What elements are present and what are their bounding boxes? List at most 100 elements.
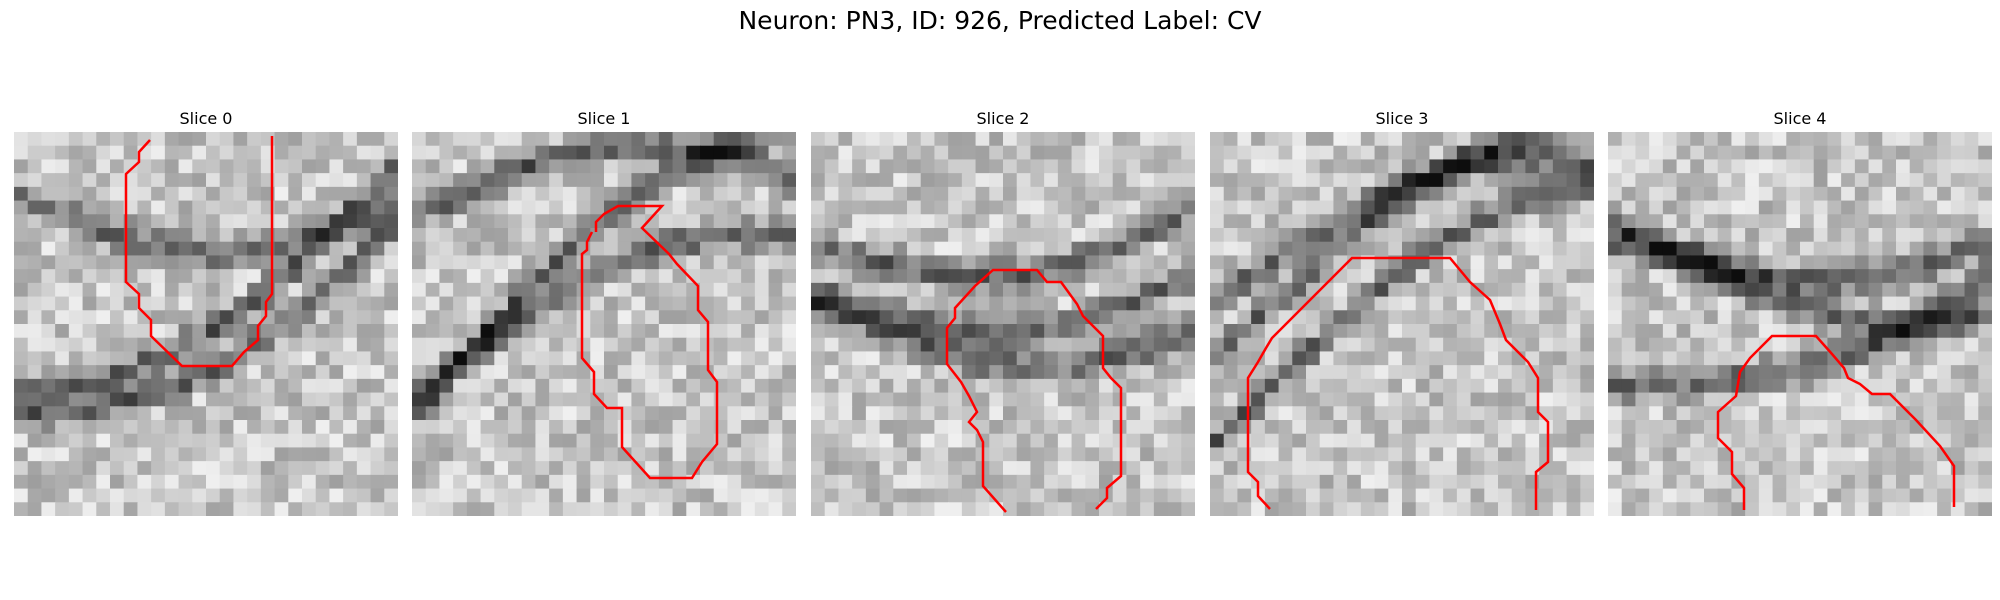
pixel-tile bbox=[562, 337, 578, 353]
pixel-tile bbox=[343, 255, 358, 270]
pixel-tile bbox=[233, 447, 248, 462]
pixel-tile bbox=[1662, 296, 1678, 311]
pixel-tile bbox=[1319, 406, 1335, 421]
pixel-tile bbox=[1333, 461, 1348, 476]
pixel-tile bbox=[1306, 324, 1321, 339]
pixel-tile bbox=[1621, 420, 1637, 435]
pixel-tile bbox=[1717, 337, 1733, 353]
pixel-tile bbox=[1649, 324, 1664, 339]
pixel-tile bbox=[329, 447, 344, 462]
pixel-tile bbox=[1649, 282, 1664, 298]
pixel-tile bbox=[852, 296, 867, 311]
pixel-tile bbox=[1525, 378, 1540, 394]
pixel-tile bbox=[1937, 228, 1952, 243]
pixel-tile bbox=[865, 214, 881, 229]
pixel-tile bbox=[1044, 433, 1059, 449]
pixel-tile bbox=[1112, 173, 1128, 188]
pixel-tile bbox=[1126, 337, 1141, 353]
pixel-tile bbox=[14, 502, 29, 516]
pixel-tile bbox=[1909, 241, 1925, 257]
pixel-tile bbox=[1443, 241, 1458, 257]
pixel-tile bbox=[1251, 186, 1266, 202]
slice-image-4 bbox=[1608, 132, 1992, 516]
pixel-tile bbox=[907, 488, 922, 503]
pixel-tile bbox=[466, 365, 482, 380]
pixel-tile bbox=[741, 406, 756, 421]
pixel-tile bbox=[137, 337, 152, 353]
pixel-tile bbox=[494, 378, 509, 394]
pixel-tile bbox=[961, 228, 977, 243]
pixel-tile bbox=[700, 145, 715, 161]
pixel-tile bbox=[1374, 461, 1389, 476]
pixel-tile bbox=[151, 351, 166, 366]
slice-panel-4: Slice 4 bbox=[1608, 106, 1992, 516]
pixel-tile bbox=[1786, 324, 1801, 339]
pixel-tile bbox=[1360, 186, 1376, 202]
pixel-tile bbox=[617, 488, 633, 503]
pixel-tile bbox=[1896, 324, 1911, 339]
pixel-tile bbox=[1649, 269, 1664, 284]
pixel-tile bbox=[741, 269, 756, 284]
pixel-tile bbox=[1566, 337, 1581, 353]
pixel-tile bbox=[989, 420, 1004, 435]
pixel-tile bbox=[1085, 132, 1100, 147]
pixel-tile bbox=[1868, 296, 1883, 311]
pixel-tile bbox=[768, 241, 783, 257]
pixel-tile bbox=[82, 296, 97, 311]
pixel-tile bbox=[713, 241, 729, 257]
pixel-tile bbox=[1731, 214, 1746, 229]
pixel-tile bbox=[1456, 186, 1472, 202]
pixel-tile bbox=[1854, 447, 1870, 462]
pixel-tile bbox=[535, 337, 550, 353]
pixel-tile bbox=[1676, 145, 1691, 161]
pixel-tile bbox=[1566, 132, 1581, 147]
pixel-tile bbox=[811, 392, 826, 407]
pixel-tile bbox=[907, 255, 922, 270]
pixel-tile bbox=[1608, 228, 1623, 243]
pixel-tile bbox=[727, 186, 742, 202]
pixel-tile bbox=[811, 502, 826, 516]
pixel-tile bbox=[549, 474, 564, 490]
pixel-tile bbox=[1923, 365, 1938, 380]
pixel-tile bbox=[14, 186, 29, 202]
pixel-tile bbox=[41, 420, 56, 435]
pixel-tile bbox=[41, 159, 56, 174]
pixel-tile bbox=[1704, 474, 1719, 490]
pixel-tile bbox=[1251, 228, 1266, 243]
pixel-tile bbox=[480, 296, 495, 311]
pixel-tile bbox=[1580, 241, 1594, 257]
pixel-tile bbox=[370, 282, 385, 298]
pixel-tile bbox=[672, 310, 687, 325]
pixel-tile bbox=[1333, 447, 1348, 462]
pixel-tile bbox=[315, 282, 331, 298]
pixel-tile bbox=[1429, 310, 1444, 325]
pixel-tile bbox=[110, 392, 125, 407]
pixel-tile bbox=[727, 310, 742, 325]
pixel-tile bbox=[14, 255, 29, 270]
pixel-tile bbox=[1319, 186, 1335, 202]
pixel-tile bbox=[1827, 420, 1842, 435]
pixel-tile bbox=[1690, 296, 1705, 311]
pixel-tile bbox=[1153, 378, 1169, 394]
pixel-tile bbox=[824, 186, 840, 202]
pixel-tile bbox=[1758, 392, 1774, 407]
pixel-tile bbox=[1978, 392, 1992, 407]
pixel-tile bbox=[494, 310, 509, 325]
pixel-tile bbox=[425, 420, 441, 435]
pixel-tile bbox=[453, 269, 468, 284]
pixel-tile bbox=[247, 378, 262, 394]
pixel-tile bbox=[1374, 159, 1389, 174]
pixel-tile bbox=[1030, 406, 1045, 421]
pixel-tile bbox=[1374, 282, 1389, 298]
pixel-tile bbox=[1909, 392, 1925, 407]
pixel-tile bbox=[1964, 132, 1979, 147]
pixel-tile bbox=[617, 228, 633, 243]
pixel-tile bbox=[1800, 461, 1815, 476]
pixel-tile bbox=[754, 488, 770, 503]
pixel-tile bbox=[1003, 310, 1018, 325]
pixel-tile bbox=[521, 255, 537, 270]
pixel-tile bbox=[27, 132, 43, 147]
pixel-tile bbox=[727, 502, 742, 516]
pixel-tile bbox=[1950, 406, 1966, 421]
pixel-tile bbox=[55, 488, 70, 503]
